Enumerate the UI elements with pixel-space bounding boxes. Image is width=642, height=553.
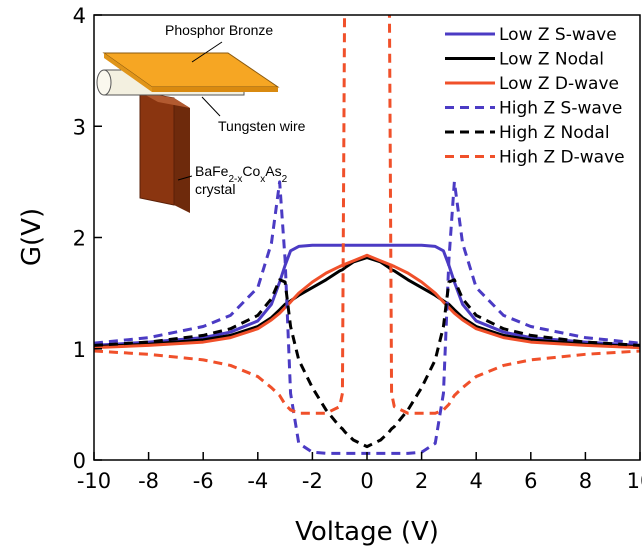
- plate-edge: [152, 87, 278, 92]
- x-tick-label: 4: [470, 469, 483, 493]
- legend-label: High Z Nodal: [499, 123, 610, 143]
- legend-label: High Z D-wave: [499, 148, 625, 168]
- crystal-front: [139, 91, 175, 206]
- y-tick-label: 0: [73, 449, 86, 473]
- x-tick-label: 0: [360, 469, 373, 493]
- x-tick-label: -6: [193, 469, 214, 493]
- legend-label: High Z S-wave: [499, 99, 622, 119]
- formula-part: BaFe: [195, 163, 229, 179]
- series-line: [94, 15, 640, 415]
- inset-diagram: Phosphor Bronze Tungsten wire BaFe2-xCox…: [96, 22, 306, 213]
- y-axis-label: G(V): [17, 208, 47, 266]
- legend-label: Low Z D-wave: [499, 74, 619, 94]
- x-tick-label: -2: [302, 469, 323, 493]
- y-tick-label: 3: [73, 115, 86, 139]
- crystal-side: [174, 98, 190, 213]
- legend-label: Low Z Nodal: [499, 50, 604, 70]
- crystal-top: [140, 92, 190, 108]
- formula-part: x: [260, 174, 265, 185]
- series-line: [94, 256, 640, 349]
- series-line: [94, 278, 640, 449]
- x-tick-label: -4: [247, 469, 268, 493]
- plate-pointer: [191, 41, 223, 63]
- wire-end: [96, 69, 112, 96]
- formula-part: 2: [282, 174, 288, 185]
- y-tick-label: 1: [73, 338, 86, 362]
- x-axis-label: Voltage (V): [295, 517, 439, 547]
- wire-pointer: [201, 96, 221, 117]
- x-tick-label: -8: [138, 469, 159, 493]
- x-tick-label: 10: [627, 469, 642, 493]
- formula-part: Co: [242, 163, 260, 179]
- series-line: [94, 180, 640, 455]
- x-tick-label: 2: [415, 469, 428, 493]
- x-tick-label: -10: [77, 469, 111, 493]
- formula-part: As: [265, 163, 281, 179]
- x-tick-label: 8: [579, 469, 592, 493]
- crystal-label: crystal: [195, 181, 235, 197]
- crystal-pointer: [177, 175, 193, 181]
- crystal-formula: BaFe2-xCoxAs2: [195, 163, 288, 185]
- series-line: [94, 253, 640, 350]
- wire-label: Tungsten wire: [218, 118, 306, 134]
- y-tick-label: 4: [73, 4, 86, 28]
- plot-area: [94, 15, 640, 455]
- plate-label: Phosphor Bronze: [165, 22, 273, 38]
- series-line: [94, 243, 640, 347]
- legend-label: Low Z S-wave: [499, 25, 617, 45]
- formula-part: 2-x: [228, 174, 242, 185]
- plate-side: [104, 53, 152, 92]
- y-tick-label: 2: [73, 227, 86, 251]
- x-tick-label: 6: [524, 469, 537, 493]
